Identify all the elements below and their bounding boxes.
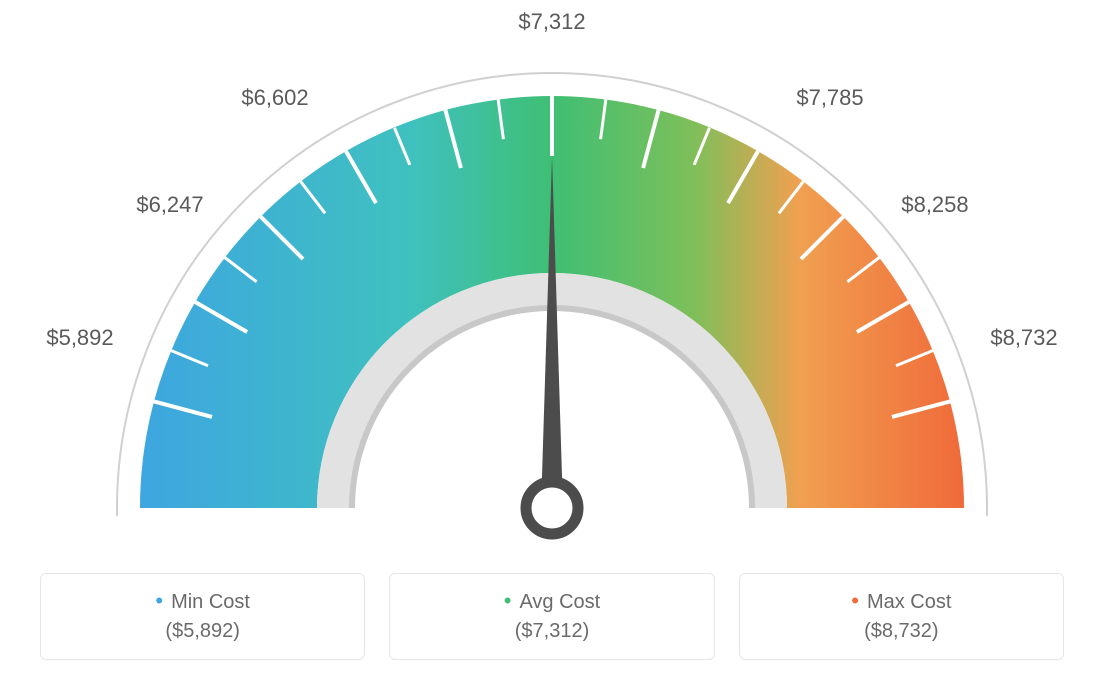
tick-label-4: $7,785: [796, 85, 863, 111]
tick-label-5: $8,258: [901, 192, 968, 218]
min-cost-value: ($5,892): [41, 620, 364, 643]
cost-summary-cards: Min Cost ($5,892) Avg Cost ($7,312) Max …: [40, 573, 1064, 660]
avg-cost-card: Avg Cost ($7,312): [389, 573, 714, 660]
gauge-svg: [0, 0, 1104, 560]
max-cost-card: Max Cost ($8,732): [739, 573, 1064, 660]
max-cost-label: Max Cost: [740, 588, 1063, 614]
tick-label-1: $6,247: [136, 192, 203, 218]
min-cost-label: Min Cost: [41, 588, 364, 614]
tick-label-6: $8,732: [990, 325, 1057, 351]
tick-label-0: $5,892: [46, 325, 113, 351]
max-cost-value: ($8,732): [740, 620, 1063, 643]
avg-cost-label: Avg Cost: [390, 588, 713, 614]
min-cost-card: Min Cost ($5,892): [40, 573, 365, 660]
cost-gauge-container: $5,892 $6,247 $6,602 $7,312 $7,785 $8,25…: [0, 0, 1104, 690]
gauge-chart: $5,892 $6,247 $6,602 $7,312 $7,785 $8,25…: [0, 0, 1104, 560]
tick-label-2: $6,602: [241, 85, 308, 111]
avg-cost-value: ($7,312): [390, 620, 713, 643]
tick-label-3: $7,312: [518, 9, 585, 35]
